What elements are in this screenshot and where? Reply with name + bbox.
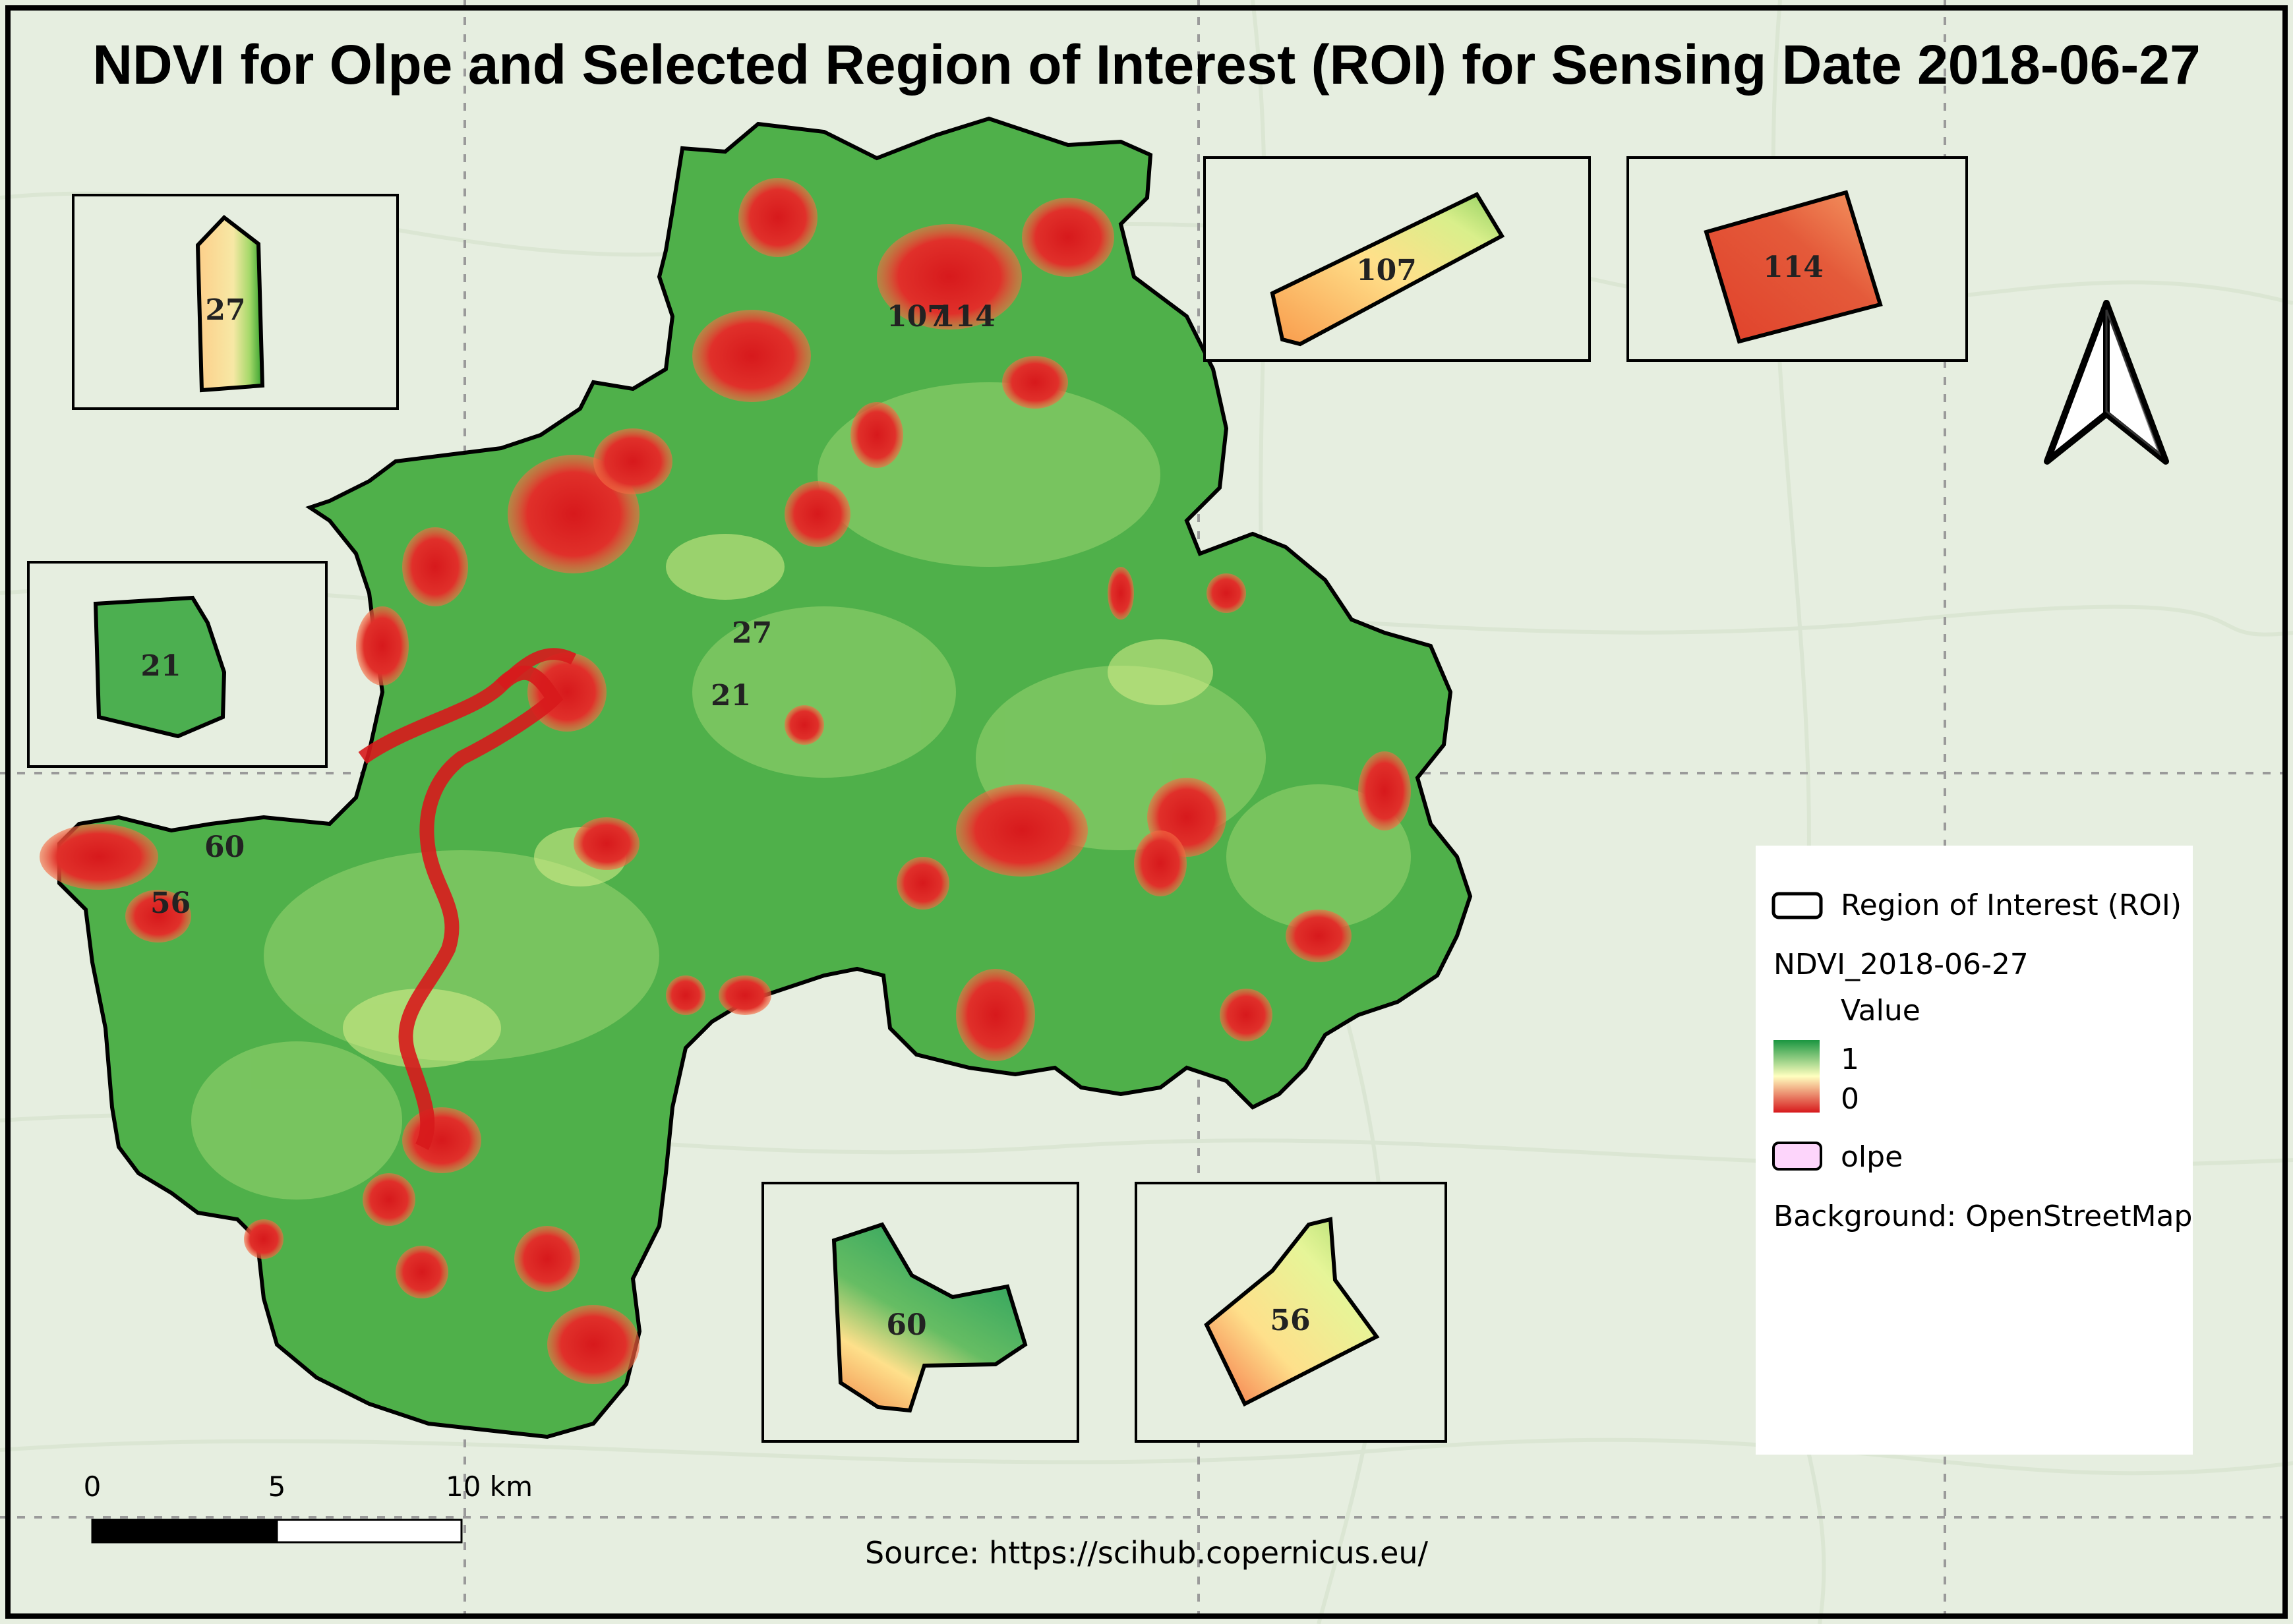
inset-label-60: 60 — [886, 1308, 926, 1342]
legend-olpe-label: olpe — [1841, 1140, 1903, 1174]
olpe-ndvi-layer — [40, 116, 1473, 1439]
legend-roi-swatch — [1772, 892, 1823, 919]
scale-tick-5: 5 — [268, 1470, 286, 1503]
scale-tick-0: 0 — [84, 1470, 102, 1503]
roi-label-60: 60 — [204, 830, 245, 864]
legend-ramp-max: 1 — [1841, 1043, 1859, 1076]
legend-background-note: Background: OpenStreetMap — [1773, 1200, 2192, 1233]
inset-label-107: 107 — [1356, 254, 1417, 287]
legend-olpe-swatch — [1772, 1142, 1822, 1171]
inset-60: 60 — [761, 1182, 1079, 1443]
inset-label-114: 114 — [1763, 250, 1824, 284]
scale-bar: 0 5 10 km — [84, 1470, 533, 1544]
roi-label-114: 114 — [935, 300, 996, 334]
source-note: Source: https://scihub.copernicus.eu/ — [865, 1535, 1429, 1571]
inset-107: 107 — [1203, 156, 1591, 362]
inset-label-56: 56 — [1270, 1304, 1310, 1337]
legend-ramp-min: 0 — [1841, 1082, 1859, 1116]
legend-roi-label: Region of Interest (ROI) — [1841, 888, 2182, 922]
inset-56: 56 — [1135, 1182, 1447, 1443]
roi-label-56: 56 — [150, 886, 191, 920]
map-frame — [5, 5, 2288, 1619]
legend-value-heading: Value — [1841, 994, 1921, 1028]
scale-tick-10: 10 km — [446, 1470, 533, 1503]
roi-label-107: 107 — [887, 300, 947, 334]
roi-labels: 107 114 27 21 60 56 — [150, 300, 996, 920]
legend-ndvi-ramp — [1773, 1040, 1820, 1113]
legend: Region of Interest (ROI) NDVI_2018-06-27… — [1756, 846, 2193, 1455]
inset-114: 114 — [1626, 156, 1968, 362]
legend-layer-title: NDVI_2018-06-27 — [1773, 948, 2029, 981]
roi-label-27: 27 — [732, 616, 772, 650]
inset-21: 21 — [27, 561, 328, 768]
roi-label-21: 21 — [711, 679, 751, 712]
inset-label-21: 21 — [140, 649, 181, 683]
inset-27: 27 — [72, 194, 399, 410]
inset-label-27: 27 — [205, 293, 245, 327]
north-arrow-icon — [2044, 300, 2169, 465]
map-title: NDVI for Olpe and Selected Region of Int… — [92, 34, 2200, 96]
